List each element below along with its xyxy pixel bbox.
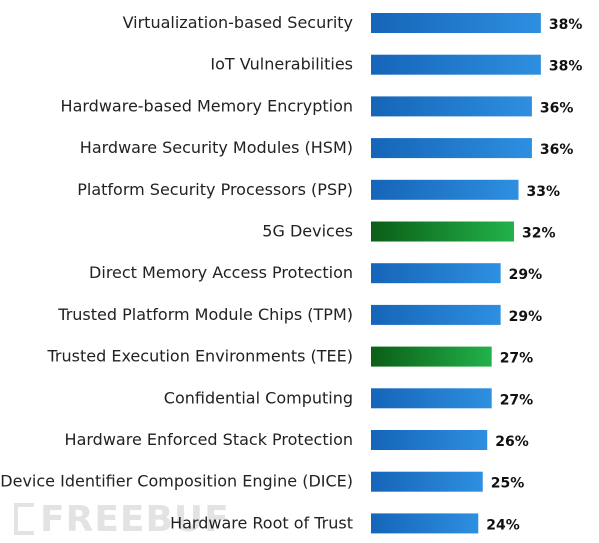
bar — [371, 471, 483, 492]
value-label: 27% — [500, 351, 534, 367]
value-label: 27% — [500, 392, 534, 408]
value-label: 25% — [491, 476, 525, 492]
category-label: Hardware Enforced Stack Protection — [65, 430, 353, 449]
bar — [371, 513, 479, 534]
category-label: IoT Vulnerabilities — [210, 55, 353, 74]
category-label: Trusted Platform Module Chips (TPM) — [57, 305, 353, 324]
value-label: 24% — [486, 517, 520, 533]
value-label: 32% — [522, 226, 556, 242]
bars: Virtualization-based Security 38% IoT Vuln… — [0, 13, 583, 534]
bar — [371, 138, 532, 159]
value-label: 29% — [509, 267, 543, 283]
bar — [371, 304, 501, 325]
bar — [371, 54, 541, 75]
value-label: 38% — [549, 17, 583, 33]
category-label: Hardware-based Memory Encryption — [61, 96, 353, 115]
value-label: 29% — [509, 309, 543, 325]
bar — [371, 13, 541, 33]
category-label: 5G Devices — [262, 222, 353, 241]
bar — [371, 221, 515, 242]
value-label: 36% — [540, 100, 574, 116]
value-label: 33% — [527, 184, 561, 200]
category-label: Platform Security Processors (PSP) — [77, 180, 353, 199]
value-label: 38% — [549, 59, 583, 75]
category-label: Hardware Root of Trust — [170, 513, 353, 532]
category-label: Virtualization-based Security — [123, 13, 353, 32]
value-label: 26% — [495, 434, 529, 450]
category-label: Hardware Security Modules (HSM) — [80, 138, 353, 157]
bar — [371, 388, 492, 409]
bar — [371, 263, 501, 284]
bar — [371, 96, 532, 117]
value-label: 36% — [540, 142, 574, 158]
bar — [371, 430, 488, 450]
category-label: Device Identifier Composition Engine (DI… — [0, 472, 353, 491]
category-label: Confidential Computing — [164, 388, 353, 407]
category-label: Direct Memory Access Protection — [89, 263, 353, 282]
bar — [371, 179, 519, 200]
category-label: Trusted Execution Environments (TEE) — [47, 347, 354, 366]
bar — [371, 346, 492, 367]
